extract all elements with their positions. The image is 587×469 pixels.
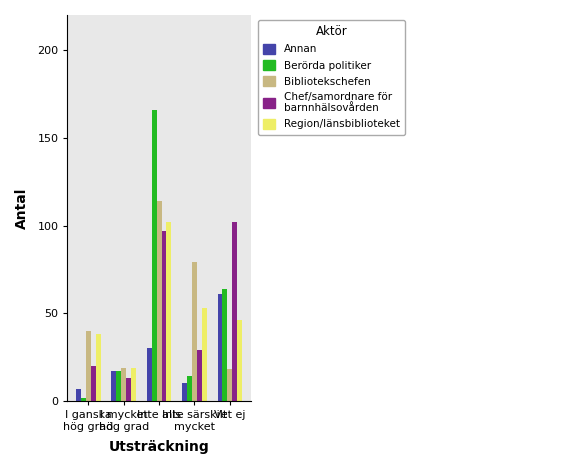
Bar [116, 371, 121, 401]
Bar [151, 110, 157, 401]
Bar [182, 384, 187, 401]
Bar [237, 320, 242, 401]
Bar [111, 371, 116, 401]
Bar [157, 201, 161, 401]
Bar [192, 263, 197, 401]
Bar [161, 231, 167, 401]
Bar [222, 289, 227, 401]
Bar [202, 308, 207, 401]
Bar [218, 294, 222, 401]
Bar [121, 368, 126, 401]
Bar [167, 222, 171, 401]
Bar [197, 350, 202, 401]
Bar [131, 368, 136, 401]
Bar [96, 334, 100, 401]
Legend: Annan, Berörda politiker, Bibliotekschefen, Chef/samordnare för
barnnhälsovården: Annan, Berörda politiker, Bibliotekschef… [258, 20, 405, 135]
Y-axis label: Antal: Antal [15, 187, 29, 229]
Bar [90, 366, 96, 401]
Bar [232, 222, 237, 401]
Bar [86, 331, 90, 401]
Bar [76, 389, 81, 401]
Bar [147, 348, 151, 401]
X-axis label: Utsträckning: Utsträckning [109, 440, 210, 454]
Bar [126, 378, 131, 401]
Bar [187, 377, 192, 401]
Bar [81, 398, 86, 401]
Bar [227, 370, 232, 401]
